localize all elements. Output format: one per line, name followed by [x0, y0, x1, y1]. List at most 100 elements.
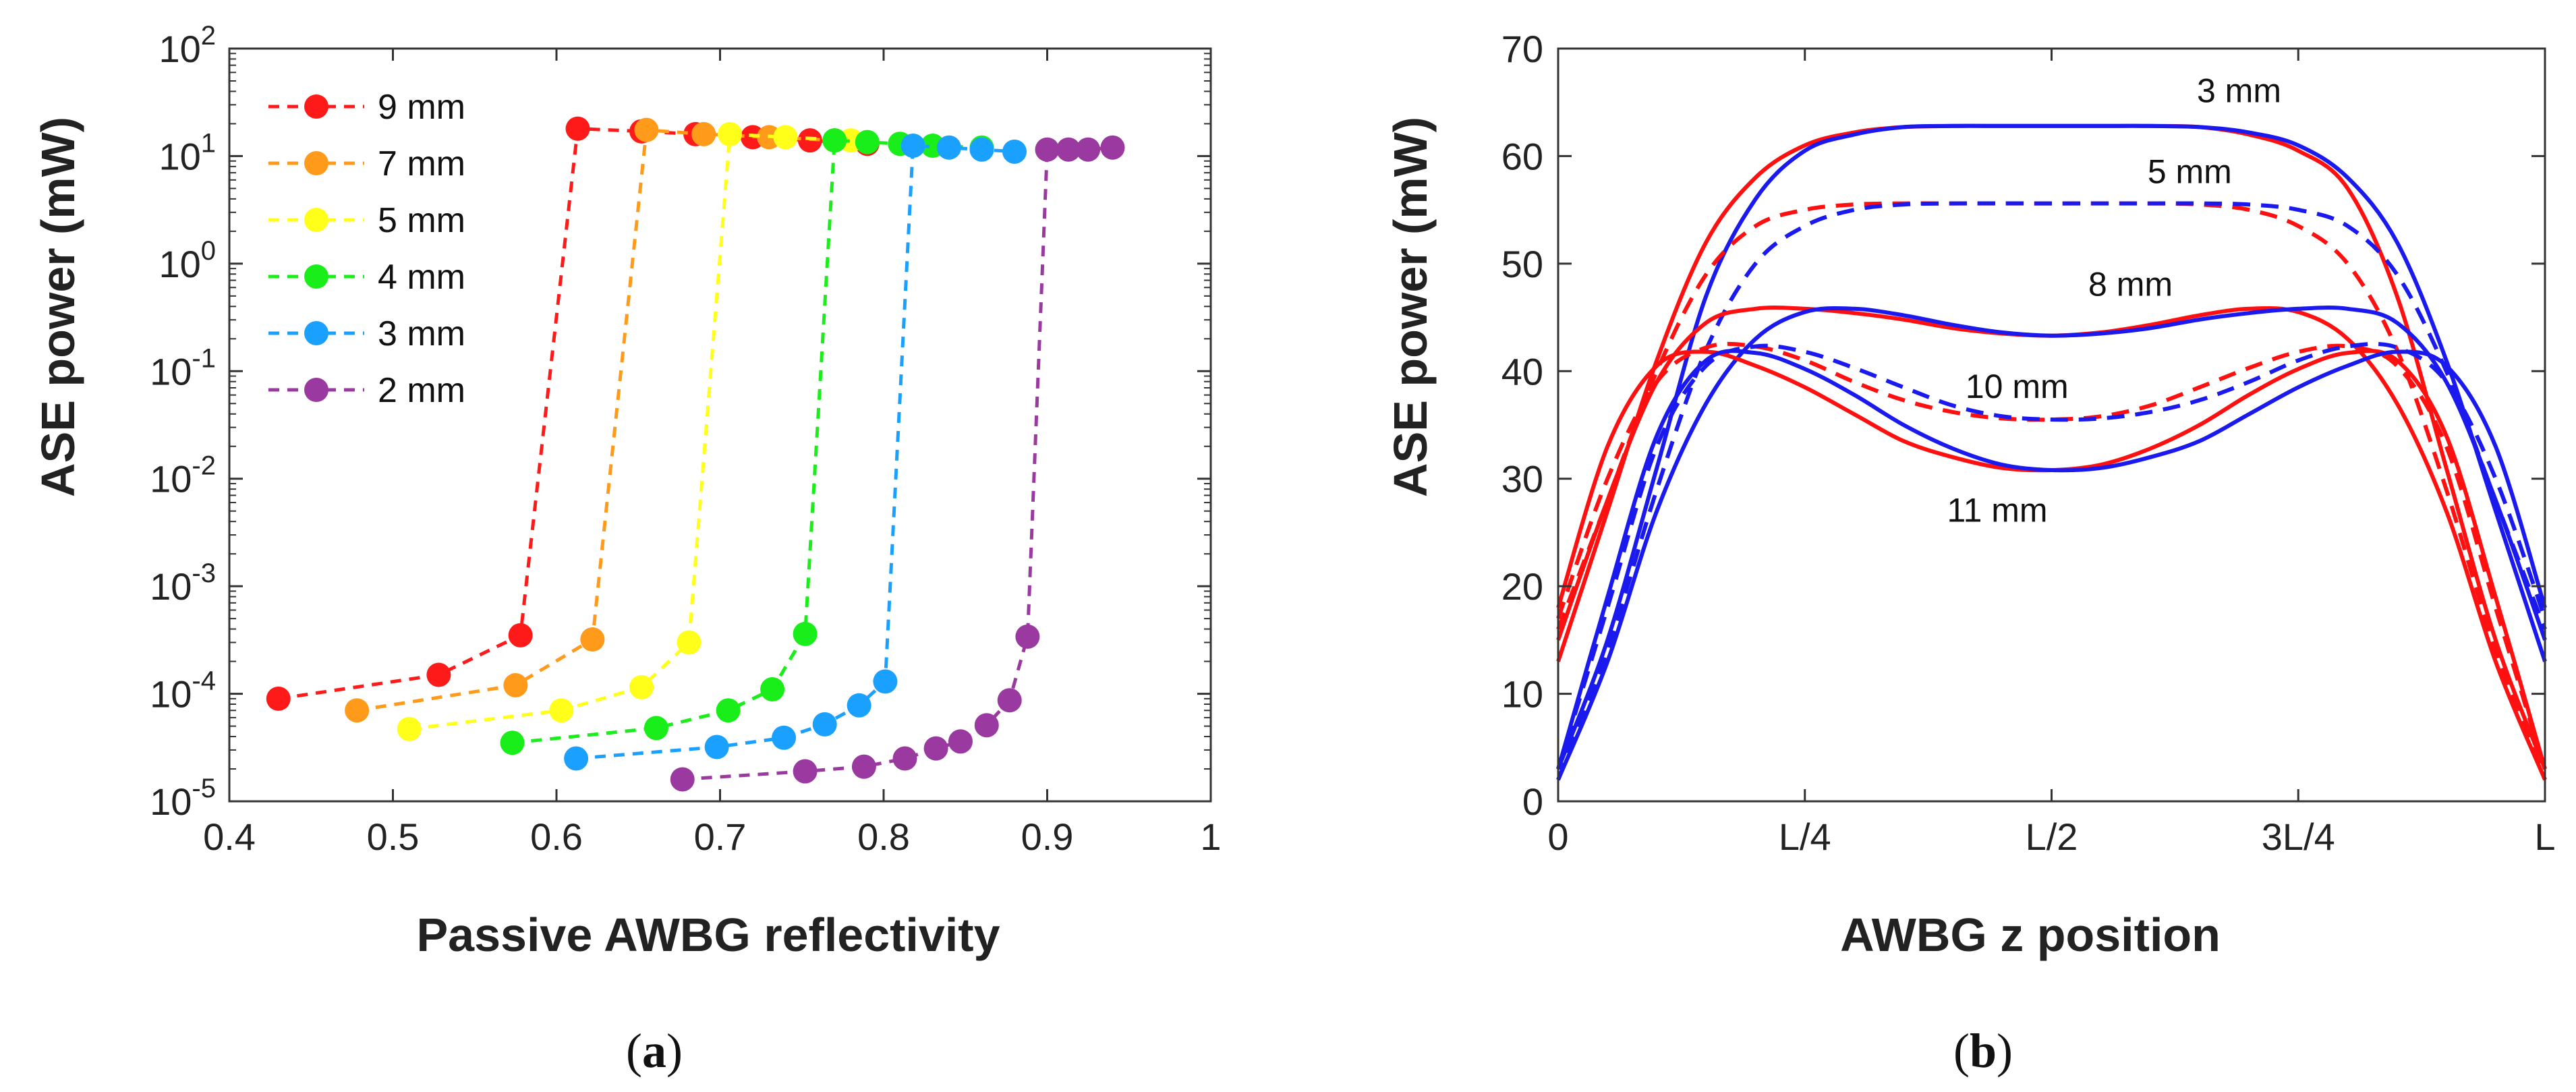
- panel-a-data-point: [1076, 137, 1101, 162]
- panel-a-data-point: [847, 693, 871, 718]
- panel-a-axes: 0.4 0.5 0.6 0.7 0.8 0.9 1 10-5 10-4 10-3 10-2 10-1 1…: [150, 21, 1221, 858]
- panel-a-legend-marker: [304, 378, 328, 402]
- panel-b-x-tick-label: L/4: [1779, 815, 1831, 858]
- panel-b-series-11-mm-forward: [1556, 349, 2547, 770]
- panel-b-series-10-mm-backward: [1556, 341, 2547, 770]
- panel-b-y-tick-label: 40: [1501, 350, 1543, 393]
- panel-a-data-point: [1015, 624, 1040, 649]
- panel-a-x-tick-label: 1: [1200, 815, 1221, 858]
- panel-a-data-point: [503, 672, 528, 697]
- panel-a-data-point: [677, 630, 702, 655]
- panel-a-y-tick-label: 10-1: [150, 343, 216, 393]
- panel-a-data-point: [397, 716, 422, 741]
- panel-b-x-axis-label: AWBG z position: [1840, 909, 2221, 961]
- panel-a-y-tick-label: 102: [159, 21, 216, 70]
- panel-a-x-tick-label: 0.7: [694, 815, 747, 858]
- panel-a-data-point: [812, 712, 837, 737]
- panel-a-legend-marker: [304, 208, 328, 232]
- panel-b-y-tick-label: 10: [1501, 673, 1543, 716]
- panel-a-plot-area: [266, 116, 1125, 792]
- panel-a-data-point: [1056, 137, 1081, 162]
- panel-a-data-point: [855, 130, 880, 154]
- panel-a-legend-marker: [304, 264, 328, 289]
- panel-a-data-point: [345, 698, 370, 723]
- panel-a-data-point: [580, 627, 605, 652]
- panel-a-legend-marker: [304, 151, 328, 175]
- panel-a-data-point: [634, 117, 659, 142]
- panel-a-data-point: [508, 623, 533, 648]
- panel-a-y-tick-label: 10-2: [150, 451, 216, 500]
- panel-a-data-point: [426, 662, 451, 687]
- panel-a-data-point: [948, 729, 973, 754]
- panel-a-legend-marker: [304, 321, 328, 345]
- panel-a-data-point: [716, 698, 741, 723]
- panel-a-data-point: [266, 686, 291, 711]
- panel-a-data-point: [974, 713, 999, 738]
- panel-b-caption: (b): [1953, 1024, 2013, 1078]
- panel-b-annotation: 5 mm: [2148, 152, 2232, 190]
- panel-b-y-tick-label: 50: [1501, 243, 1543, 285]
- panel-b-chart: 0 L/4 L/2 3L/4 L 0 10 20 30 40 50 60 70 AWBG z posit…: [1384, 28, 2556, 1078]
- panel-b-y-tick-label: 20: [1501, 565, 1543, 608]
- panel-b-frame: [1557, 47, 2546, 803]
- panel-b-series-11-mm-backward: [1556, 349, 2547, 770]
- panel-b-annotation: 10 mm: [1966, 368, 2069, 405]
- panel-a-data-point: [1100, 135, 1125, 160]
- panel-a-data-point: [1035, 137, 1060, 162]
- panel-a-chart: 0.4 0.5 0.6 0.7 0.8 0.9 1 10-5 10-4 10-3 10-2 10-1 1…: [32, 21, 1222, 1078]
- panel-a-data-point: [773, 125, 798, 150]
- panel-b-series-3-mm-backward: [1556, 123, 2547, 770]
- panel-a-data-point: [822, 128, 847, 153]
- panel-a-legend-label: 7 mm: [378, 144, 465, 183]
- panel-a-caption-letter: a: [642, 1024, 666, 1078]
- panel-a-legend-label: 5 mm: [378, 201, 465, 240]
- panel-a-data-point: [969, 137, 994, 162]
- panel-a-x-tick-label: 0.8: [857, 815, 910, 858]
- panel-b-plot-area: [1556, 123, 2547, 781]
- panel-a-y-tick-label: 101: [159, 128, 216, 177]
- panel-b-x-tick-label: 3L/4: [2262, 815, 2335, 858]
- panel-a-series-5mm: [397, 121, 863, 741]
- panel-b-y-tick-label: 0: [1522, 780, 1543, 823]
- panel-a-legend-label: 3 mm: [378, 314, 465, 353]
- panel-a-data-point: [565, 116, 590, 141]
- panel-b-axes: 0 L/4 L/2 3L/4 L 0 10 20 30 40 50 60 70: [1501, 28, 2556, 858]
- panel-a-x-tick-label: 0.5: [367, 815, 420, 858]
- panel-a-data-point: [564, 746, 589, 771]
- panel-a-data-point: [900, 133, 925, 158]
- panel-a-data-point: [937, 135, 961, 160]
- panel-a-x-tick-label: 0.6: [530, 815, 583, 858]
- panel-a-data-point: [670, 767, 695, 792]
- panel-a-y-tick-label: 10-3: [150, 558, 216, 608]
- panel-b-series-3-mm-forward: [1556, 123, 2547, 770]
- panel-a-data-point: [997, 688, 1022, 713]
- panel-b-y-tick-label: 30: [1501, 458, 1543, 500]
- panel-a-series-3mm: [564, 133, 1027, 771]
- panel-b-series-10-mm-forward: [1556, 341, 2547, 770]
- panel-a-x-tick-label: 0.4: [203, 815, 256, 858]
- panel-a-legend-label: 4 mm: [378, 258, 465, 297]
- panel-a-series-2mm: [670, 135, 1125, 792]
- panel-a-data-point: [851, 754, 876, 779]
- panel-a-series-4mm: [500, 128, 994, 755]
- panel-a-legend-item: 9 mm: [268, 88, 465, 127]
- panel-a-series-line: [682, 146, 1113, 781]
- panel-b-y-tick-label: 70: [1501, 28, 1543, 70]
- panel-a-data-point: [704, 735, 729, 759]
- panel-a-data-point: [793, 759, 818, 784]
- panel-a-legend-item: 5 mm: [268, 201, 465, 240]
- panel-a-data-point: [1002, 139, 1027, 164]
- panel-a-y-tick-label: 10-5: [150, 774, 216, 823]
- panel-b-x-tick-label: 0: [1547, 815, 1568, 858]
- panel-b-series-5-mm-backward: [1556, 201, 2547, 781]
- panel-a-data-point: [691, 121, 716, 146]
- panel-a-data-point: [718, 121, 743, 146]
- panel-a-legend: 9 mm 7 mm 5 mm 4 mm 3 mm 2 mm: [268, 88, 465, 410]
- panel-a-legend-item: 4 mm: [268, 258, 465, 297]
- panel-a-legend-label: 9 mm: [378, 88, 465, 127]
- panel-a-data-point: [873, 669, 898, 694]
- panel-a-legend-marker: [304, 94, 328, 119]
- panel-a-frame: [228, 47, 1212, 803]
- panel-b-annotation: 11 mm: [1947, 491, 2047, 529]
